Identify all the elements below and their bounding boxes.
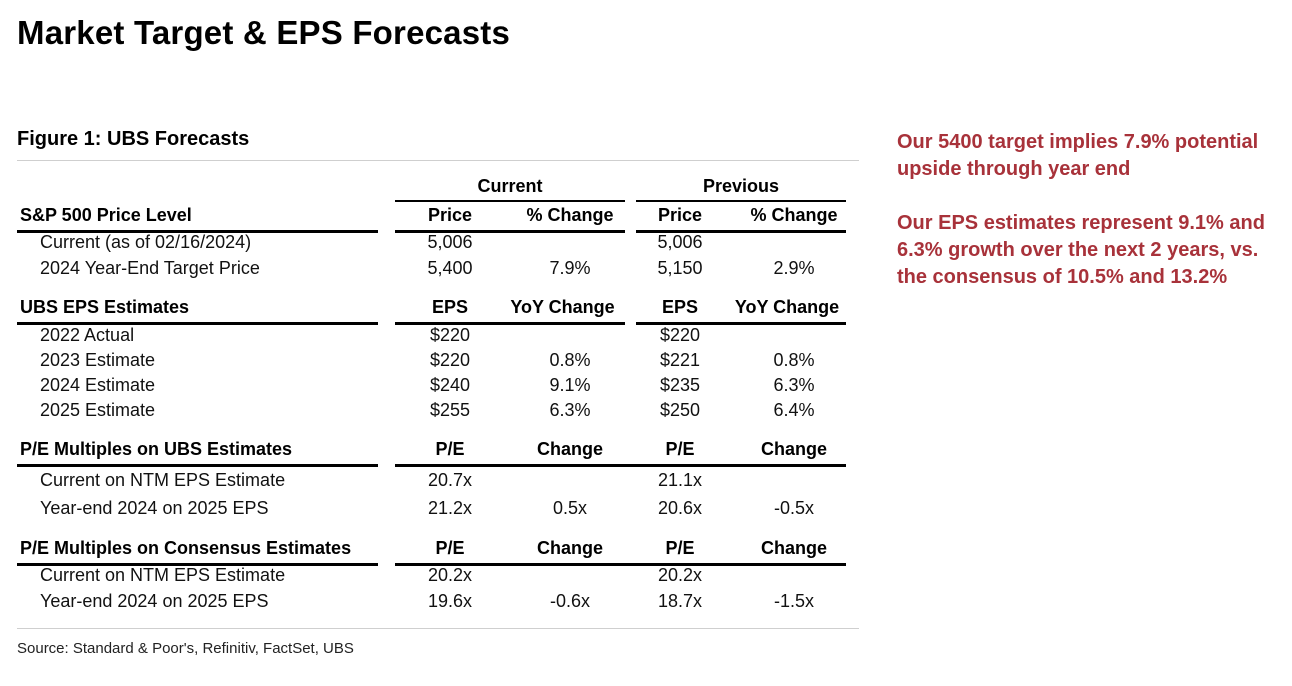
group-underline-previous [636,200,846,202]
commentary-target-upside: Our 5400 target implies 7.9% potential u… [897,131,1259,180]
section-title-pe-ubs: P/E Multiples on UBS Estimates [20,439,293,459]
col-header-current-pct-change: % Change [526,205,614,225]
section-title-pe-consensus: P/E Multiples on Consensus Estimates [20,538,352,558]
cell-current-change: 7.9% [549,258,591,278]
cell-previous-change: 6.4% [773,400,815,420]
cell-previous-value: $220 [659,325,701,345]
row-label: 2024 Estimate [40,375,156,395]
section-title-eps-estimates: UBS EPS Estimates [20,297,190,317]
cell-previous-value: 5,006 [657,232,703,252]
section-rule [395,563,846,566]
col-header-previous-eps: EPS [661,297,699,317]
cell-current-change: 0.8% [549,350,591,370]
cell-previous-value: 20.6x [657,498,703,518]
source-note: Source: Standard & Poor's, Refinitiv, Fa… [17,640,354,657]
section-rule [17,563,378,566]
cell-current-value: $220 [429,350,471,370]
col-header-current-eps: EPS [431,297,469,317]
figure-top-rule [17,160,859,161]
group-header-previous: Previous [702,176,780,196]
cell-current-value: 5,400 [427,258,473,278]
section-rule [17,464,378,467]
section-rule [17,230,378,233]
row-label: Year-end 2024 on 2025 EPS [40,498,269,518]
col-header-previous-pct-change: % Change [750,205,838,225]
cell-previous-value: $250 [659,400,701,420]
col-header-current-yoy: YoY Change [510,297,615,317]
cell-current-change: 6.3% [549,400,591,420]
section-rule [395,230,625,233]
section-title-price-level: S&P 500 Price Level [20,205,192,225]
row-label: Current on NTM EPS Estimate [40,470,286,490]
cell-current-change: 0.5x [552,498,588,518]
cell-previous-change: -0.5x [773,498,815,518]
cell-current-value: 19.6x [427,591,473,611]
col-header-current-change: Change [536,439,603,459]
cell-current-value: 20.7x [427,470,473,490]
col-header-previous-price: Price [657,205,703,225]
section-rule [17,322,378,325]
figure-title: Figure 1: UBS Forecasts [17,128,250,150]
col-header-current-pe: P/E [435,538,465,558]
row-label: 2024 Year-End Target Price [40,258,260,278]
row-label: Current on NTM EPS Estimate [40,565,286,585]
col-header-previous-change: Change [760,439,827,459]
cell-previous-value: 21.1x [657,470,703,490]
cell-current-change: 9.1% [549,375,591,395]
cell-current-value: $220 [429,325,471,345]
row-label: 2025 Estimate [40,400,156,420]
cell-current-value: $240 [429,375,471,395]
col-header-previous-pe: P/E [665,538,695,558]
col-header-previous-change: Change [760,538,827,558]
section-rule [395,322,625,325]
cell-previous-change: 0.8% [773,350,815,370]
col-header-current-change: Change [536,538,603,558]
cell-previous-change: 2.9% [773,258,815,278]
cell-current-value: $255 [429,400,471,420]
row-label: Year-end 2024 on 2025 EPS [40,591,269,611]
figure-bottom-rule [17,628,859,629]
group-header-current: Current [477,176,543,196]
section-rule [636,322,846,325]
col-header-previous-yoy: YoY Change [734,297,840,317]
section-rule [395,464,846,467]
cell-previous-value: 18.7x [657,591,703,611]
cell-current-change: -0.6x [549,591,591,611]
cell-current-value: 20.2x [427,565,473,585]
cell-previous-value: $221 [659,350,701,370]
col-header-current-price: Price [427,205,473,225]
row-label: Current (as of 02/16/2024) [40,232,252,252]
cell-previous-value: 5,150 [657,258,703,278]
row-label: 2022 Actual [40,325,135,345]
section-rule [636,230,846,233]
cell-previous-value: $235 [659,375,701,395]
cell-current-value: 21.2x [427,498,473,518]
col-header-current-pe: P/E [435,439,465,459]
cell-previous-value: 20.2x [657,565,703,585]
commentary-eps-growth: Our EPS estimates represent 9.1% and 6.3… [897,212,1265,288]
row-label: 2023 Estimate [40,350,156,370]
cell-current-value: 5,006 [427,232,473,252]
col-header-previous-pe: P/E [665,439,695,459]
group-underline-current [395,200,625,202]
cell-previous-change: 6.3% [773,375,815,395]
cell-previous-change: -1.5x [773,591,815,611]
page-title: Market Target & EPS Forecasts [17,14,511,51]
